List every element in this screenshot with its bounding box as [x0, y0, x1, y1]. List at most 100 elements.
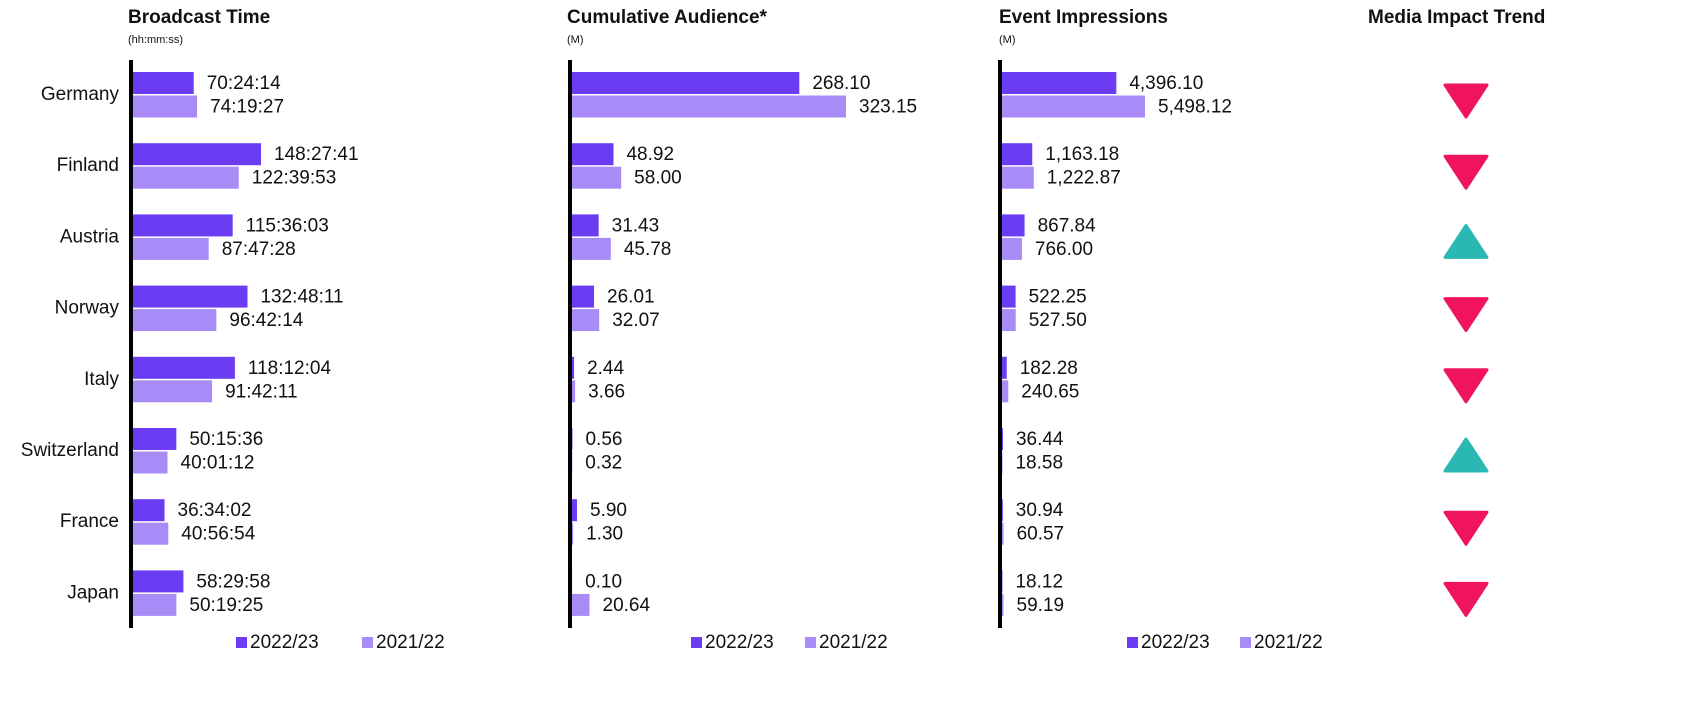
- bar: [1002, 95, 1145, 118]
- bar: [1002, 499, 1003, 522]
- value-label: 40:01:12: [181, 453, 255, 474]
- bar: [133, 499, 165, 522]
- trend-arrow: [1443, 581, 1489, 617]
- bar: [133, 570, 184, 593]
- value-label: 59.19: [1017, 595, 1065, 616]
- legend-swatch: [1240, 637, 1251, 648]
- trend-arrow: [1443, 510, 1489, 546]
- bar: [1002, 593, 1004, 616]
- value-label: 74:19:27: [210, 97, 284, 118]
- value-label: 45.78: [624, 239, 672, 260]
- legend-label: 2022/23: [250, 632, 319, 653]
- value-label: 30.94: [1016, 500, 1064, 521]
- bar: [572, 522, 574, 545]
- value-label: 96:42:14: [229, 310, 303, 331]
- value-label: 522.25: [1029, 287, 1087, 308]
- bar: [572, 237, 611, 260]
- value-label: 122:39:53: [252, 168, 337, 189]
- chart-title: Media Impact Trend: [1368, 7, 1545, 28]
- bar: [133, 356, 235, 379]
- bar: [133, 285, 248, 308]
- value-label: 240.65: [1021, 381, 1079, 402]
- value-label: 40:56:54: [181, 524, 255, 545]
- value-label: 50:15:36: [189, 429, 263, 450]
- legend-label: 2021/22: [819, 632, 888, 653]
- bar: [1002, 380, 1009, 403]
- value-label: 766.00: [1035, 239, 1093, 260]
- value-label: 48.92: [626, 144, 674, 165]
- bar: [1002, 143, 1033, 166]
- trend-arrow: [1443, 83, 1489, 119]
- bar: [133, 95, 198, 118]
- category-label: Norway: [55, 298, 120, 319]
- value-label: 26.01: [607, 287, 655, 308]
- trend-arrow: [1443, 437, 1489, 473]
- value-label: 1,222.87: [1047, 168, 1121, 189]
- value-label: 2.44: [587, 358, 624, 379]
- chart-subtitle: (M): [999, 34, 1016, 46]
- value-label: 148:27:41: [274, 144, 359, 165]
- bar: [572, 356, 575, 379]
- bar: [1002, 428, 1003, 450]
- bar: [133, 214, 233, 237]
- category-label: Switzerland: [21, 440, 119, 461]
- bar: [572, 593, 590, 616]
- bar: [133, 428, 177, 450]
- value-label: 0.32: [585, 453, 622, 474]
- bar: [133, 380, 213, 403]
- bar: [572, 214, 599, 237]
- value-label: 867.84: [1038, 215, 1097, 236]
- trend-arrow: [1443, 223, 1489, 259]
- bar: [133, 72, 194, 94]
- value-label: 132:48:11: [260, 287, 343, 308]
- value-label: 20.64: [603, 595, 651, 616]
- value-label: 4,396.10: [1129, 73, 1203, 94]
- legend-label: 2022/23: [705, 632, 774, 653]
- bar: [1002, 356, 1007, 379]
- value-label: 32.07: [612, 310, 660, 331]
- value-label: 118:12:04: [248, 358, 332, 379]
- value-label: 182.28: [1020, 358, 1078, 379]
- value-label: 91:42:11: [225, 381, 298, 402]
- bar: [133, 451, 168, 474]
- value-label: 268.10: [812, 73, 870, 94]
- bar: [1002, 522, 1004, 545]
- bar: [1002, 285, 1016, 308]
- trend-arrow: [1443, 154, 1489, 190]
- value-label: 0.10: [585, 571, 622, 592]
- category-label: Italy: [84, 369, 119, 390]
- bar: [1002, 166, 1034, 189]
- category-label: Japan: [67, 582, 119, 603]
- bar: [572, 166, 622, 189]
- trend-arrow: [1443, 297, 1489, 333]
- value-label: 115:36:03: [246, 215, 329, 236]
- value-label: 60.57: [1017, 524, 1065, 545]
- value-label: 527.50: [1029, 310, 1087, 331]
- value-label: 323.15: [859, 97, 917, 118]
- value-label: 58.00: [634, 168, 682, 189]
- value-label: 36.44: [1016, 429, 1064, 450]
- chart-subtitle: (hh:mm:ss): [128, 34, 183, 46]
- legend-swatch: [805, 637, 816, 648]
- legend-swatch: [691, 637, 702, 648]
- value-label: 1,163.18: [1045, 144, 1119, 165]
- bar: [133, 237, 209, 260]
- bar: [1002, 309, 1016, 332]
- chart-title: Broadcast Time: [128, 7, 270, 28]
- value-label: 3.66: [588, 381, 625, 402]
- value-label: 18.12: [1015, 571, 1063, 592]
- bar: [1002, 72, 1117, 94]
- value-label: 36:34:02: [178, 500, 252, 521]
- value-label: 70:24:14: [207, 73, 281, 94]
- bar: [1002, 214, 1025, 237]
- bar: [572, 72, 800, 94]
- bar: [572, 285, 595, 308]
- legend-label: 2021/22: [1254, 632, 1323, 653]
- category-label: Finland: [57, 155, 119, 176]
- chart-title: Cumulative Audience*: [567, 7, 768, 28]
- value-label: 50:19:25: [189, 595, 263, 616]
- value-label: 18.58: [1015, 453, 1063, 474]
- value-label: 31.43: [612, 215, 660, 236]
- bar: [572, 380, 576, 403]
